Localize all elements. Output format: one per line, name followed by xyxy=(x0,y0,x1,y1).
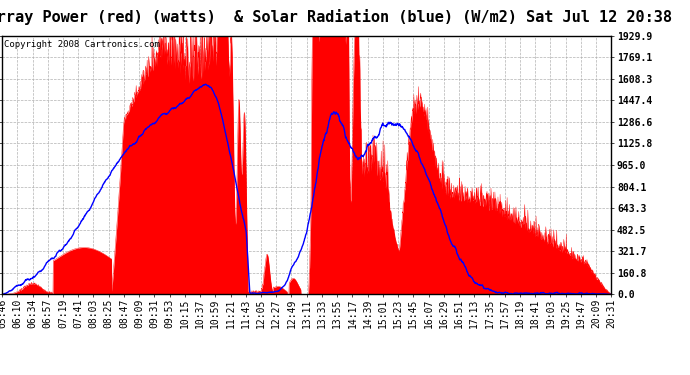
Text: West Array Power (red) (watts)  & Solar Radiation (blue) (W/m2) Sat Jul 12 20:38: West Array Power (red) (watts) & Solar R… xyxy=(0,9,672,25)
Text: Copyright 2008 Cartronics.com: Copyright 2008 Cartronics.com xyxy=(4,39,160,48)
